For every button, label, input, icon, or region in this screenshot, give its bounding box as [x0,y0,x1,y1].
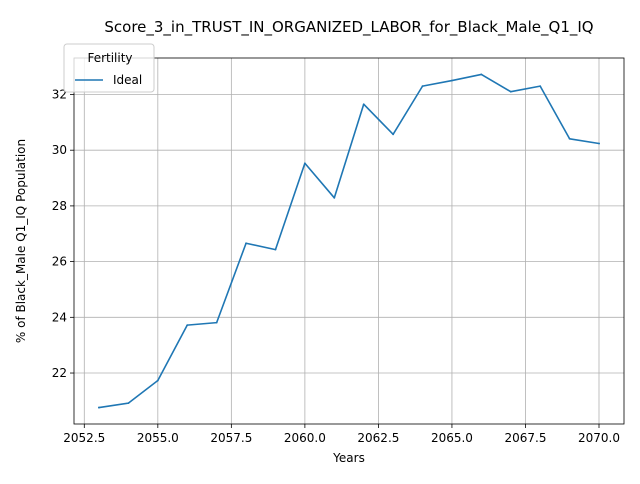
data-point [127,402,130,405]
data-point [539,85,542,88]
y-tick-label: 30 [52,143,67,157]
data-point [303,162,306,165]
x-tick-label: 2060.0 [284,431,326,445]
legend-entry-label: Ideal [113,73,142,87]
y-tick-label: 24 [52,310,67,324]
x-tick-label: 2052.5 [63,431,105,445]
data-point [186,324,189,327]
legend-title: Fertility [87,51,132,65]
data-point [156,379,159,382]
data-point [274,248,277,251]
data-point [98,406,100,409]
data-point [509,90,512,93]
data-point [421,85,424,88]
x-tick-label: 2070.0 [578,431,620,445]
x-axis-label: Years [332,451,365,465]
data-point [568,137,571,140]
chart-title: Score_3_in_TRUST_IN_ORGANIZED_LABOR_for_… [104,18,593,37]
y-tick-label: 32 [52,87,67,101]
series-line-ideal [98,73,600,409]
y-axis-ticks: 22 24 26 28 30 32 [52,87,74,380]
data-point [245,242,247,245]
data-point [362,103,365,106]
data-point [215,321,218,324]
grid [74,58,624,424]
data-point [333,196,336,199]
data-point [480,73,483,76]
x-tick-label: 2055.0 [137,431,179,445]
x-tick-label: 2062.5 [357,431,399,445]
data-point [392,133,395,136]
data-point [598,142,600,145]
plot-area-frame [73,57,625,425]
x-axis-ticks: 2052.5 2055.0 2057.5 2060.0 2062.5 2065.0 2067… [63,424,620,445]
y-tick-label: 26 [52,255,67,269]
y-tick-label: 22 [52,366,67,380]
y-tick-label: 28 [52,199,67,213]
data-point [451,79,453,82]
series-layer [98,73,600,409]
x-tick-label: 2067.5 [504,431,546,445]
y-axis-label: % of Black_Male Q1_IQ Population [14,139,28,343]
legend: Fertility Ideal [63,43,155,93]
x-tick-label: 2065.0 [431,431,473,445]
x-tick-label: 2057.5 [210,431,252,445]
